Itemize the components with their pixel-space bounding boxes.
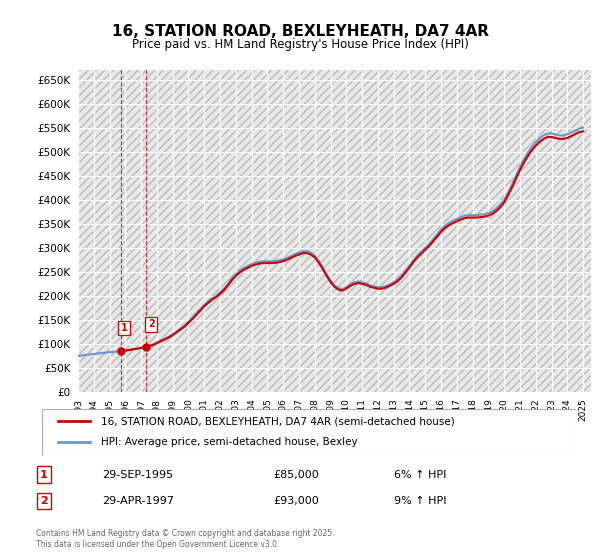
Text: 9% ↑ HPI: 9% ↑ HPI	[394, 496, 447, 506]
Text: 29-APR-1997: 29-APR-1997	[102, 496, 174, 506]
Text: 1: 1	[121, 323, 127, 333]
Text: 16, STATION ROAD, BEXLEYHEATH, DA7 4AR (semi-detached house): 16, STATION ROAD, BEXLEYHEATH, DA7 4AR (…	[101, 416, 454, 426]
Text: Price paid vs. HM Land Registry's House Price Index (HPI): Price paid vs. HM Land Registry's House …	[131, 38, 469, 51]
Text: Contains HM Land Registry data © Crown copyright and database right 2025.
This d: Contains HM Land Registry data © Crown c…	[35, 529, 334, 549]
Text: 6% ↑ HPI: 6% ↑ HPI	[394, 470, 446, 480]
Text: 16, STATION ROAD, BEXLEYHEATH, DA7 4AR: 16, STATION ROAD, BEXLEYHEATH, DA7 4AR	[112, 24, 488, 39]
Text: £85,000: £85,000	[273, 470, 319, 480]
Text: 29-SEP-1995: 29-SEP-1995	[102, 470, 173, 480]
Text: HPI: Average price, semi-detached house, Bexley: HPI: Average price, semi-detached house,…	[101, 437, 358, 447]
Text: £93,000: £93,000	[273, 496, 319, 506]
Text: 2: 2	[148, 319, 155, 329]
Text: 2: 2	[40, 496, 47, 506]
Text: 1: 1	[40, 470, 47, 480]
